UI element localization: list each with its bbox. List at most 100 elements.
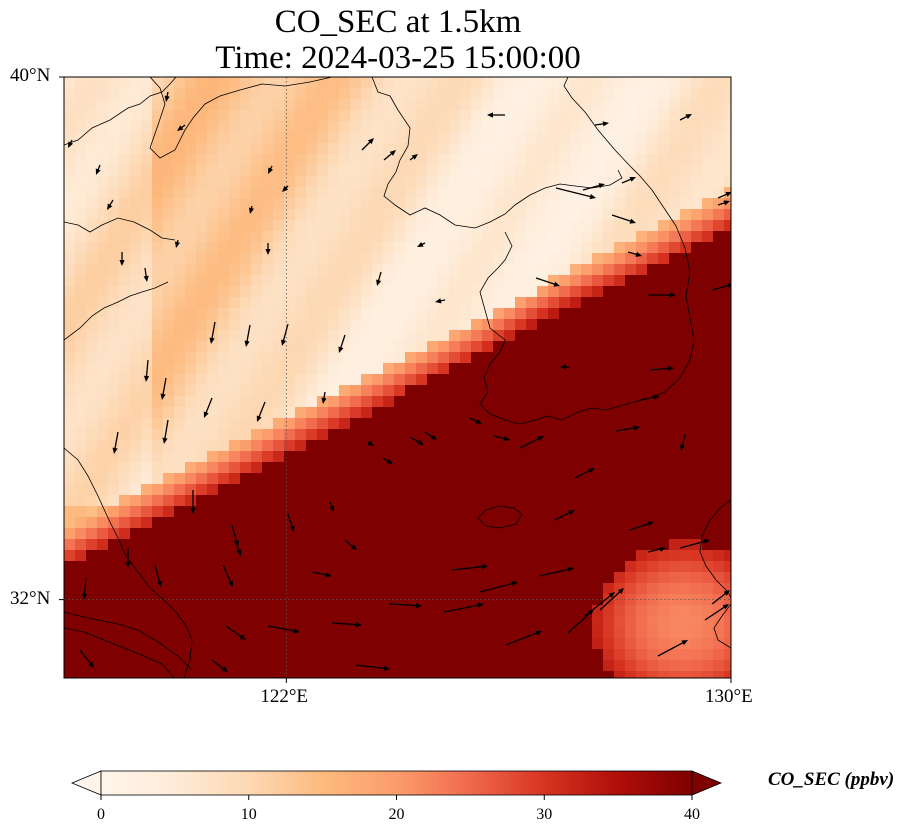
field-cell: [603, 341, 615, 353]
field-cell: [196, 418, 208, 430]
field-cell: [691, 616, 703, 628]
field-cell: [427, 429, 439, 441]
field-cell: [438, 242, 450, 254]
field-cell: [141, 451, 153, 463]
field-cell: [559, 616, 571, 628]
field-cell: [350, 451, 362, 463]
field-cell: [328, 418, 340, 430]
field-cell: [262, 341, 274, 353]
field-cell: [75, 407, 87, 419]
field-cell: [251, 319, 263, 331]
field-cell: [64, 539, 76, 551]
field-cell: [262, 418, 274, 430]
field-cell: [185, 121, 197, 133]
field-cell: [614, 429, 626, 441]
field-cell: [636, 583, 648, 595]
field-cell: [537, 187, 549, 199]
wind-arrow: [154, 564, 162, 587]
field-cell: [691, 440, 703, 452]
field-cell: [581, 319, 593, 331]
field-cell: [702, 561, 714, 573]
field-cell: [317, 374, 329, 386]
field-cell: [482, 638, 494, 650]
field-cell: [339, 154, 351, 166]
field-cell: [647, 121, 659, 133]
field-cell: [240, 121, 252, 133]
field-cell: [647, 374, 659, 386]
field-cell: [229, 539, 241, 551]
field-cell: [218, 594, 230, 606]
field-cell: [383, 649, 395, 661]
field-cell: [174, 143, 186, 155]
field-cell: [163, 308, 175, 320]
field-cell: [493, 462, 505, 474]
field-cell: [64, 308, 76, 320]
field-cell: [97, 649, 109, 661]
field-cell: [152, 583, 164, 595]
field-cell: [548, 374, 560, 386]
field-cell: [64, 154, 76, 166]
field-cell: [108, 77, 120, 89]
field-cell: [438, 187, 450, 199]
field-cell: [97, 308, 109, 320]
field-cell: [350, 319, 362, 331]
field-cell: [86, 374, 98, 386]
field-cell: [614, 605, 626, 617]
field-cell: [64, 572, 76, 584]
field-cell: [284, 264, 296, 276]
field-cell: [691, 506, 703, 518]
field-cell: [240, 341, 252, 353]
field-cell: [537, 143, 549, 155]
field-cell: [75, 88, 87, 100]
field-cell: [614, 220, 626, 232]
field-cell: [339, 616, 351, 628]
field-cell: [207, 132, 219, 144]
field-cell: [229, 209, 241, 221]
field-cell: [317, 605, 329, 617]
field-cell: [427, 561, 439, 573]
field-cell: [207, 99, 219, 111]
field-cell: [416, 220, 428, 232]
field-cell: [372, 165, 384, 177]
field-cell: [603, 352, 615, 364]
field-cell: [86, 220, 98, 232]
field-cell: [75, 77, 87, 89]
field-cell: [504, 396, 516, 408]
field-cell: [680, 77, 692, 89]
field-cell: [691, 495, 703, 507]
field-cell: [361, 561, 373, 573]
field-cell: [108, 561, 120, 573]
field-cell: [482, 473, 494, 485]
field-cell: [295, 275, 307, 287]
field-cell: [647, 297, 659, 309]
field-cell: [251, 341, 263, 353]
field-cell: [350, 517, 362, 529]
field-cell: [86, 396, 98, 408]
field-cell: [185, 583, 197, 595]
field-cell: [669, 385, 681, 397]
field-cell: [174, 671, 186, 678]
field-cell: [702, 297, 714, 309]
field-cell: [603, 451, 615, 463]
field-cell: [141, 396, 153, 408]
field-cell: [471, 220, 483, 232]
field-cell: [592, 297, 604, 309]
field-cell: [328, 473, 340, 485]
field-cell: [460, 165, 472, 177]
field-cell: [306, 462, 318, 474]
field-cell: [449, 616, 461, 628]
field-cell: [625, 396, 637, 408]
field-cell: [130, 77, 142, 89]
field-cell: [504, 660, 516, 672]
field-cell: [724, 209, 731, 221]
field-cell: [284, 594, 296, 606]
field-cell: [724, 220, 731, 232]
field-cell: [405, 110, 417, 122]
field-cell: [328, 495, 340, 507]
field-cell: [317, 528, 329, 540]
field-cell: [691, 275, 703, 287]
field-cell: [328, 264, 340, 276]
field-cell: [141, 572, 153, 584]
field-cell: [614, 616, 626, 628]
field-cell: [658, 77, 670, 89]
